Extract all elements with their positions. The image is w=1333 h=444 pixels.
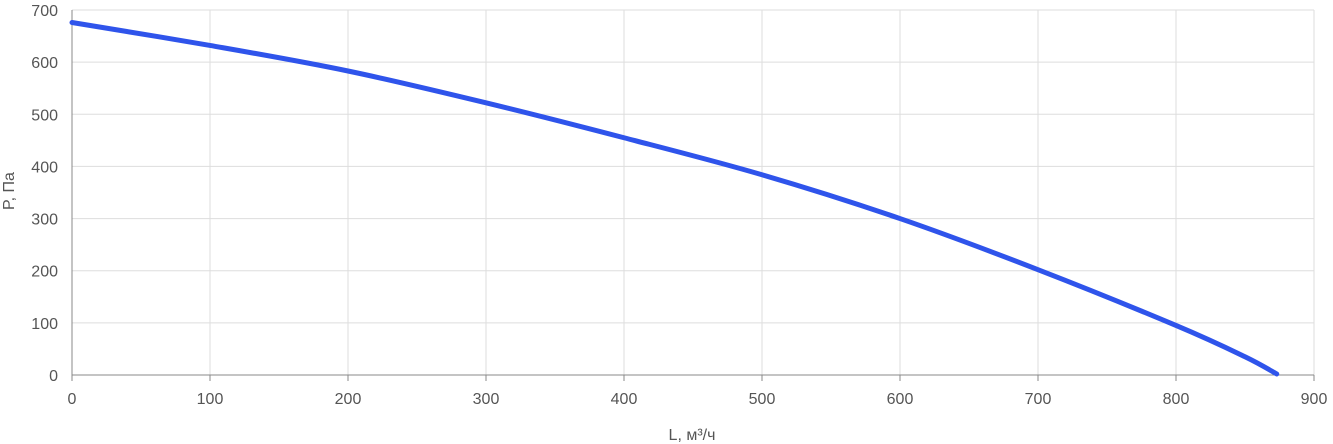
x-tick-label: 700	[1025, 391, 1052, 408]
y-tick-label: 100	[31, 316, 58, 333]
series-layer	[69, 20, 1280, 377]
x-tick-label: 400	[611, 391, 638, 408]
x-tick-label: 800	[1163, 391, 1190, 408]
y-tick-label: 200	[31, 264, 58, 281]
y-axis-title: P, Па	[1, 172, 18, 210]
grid	[71, 9, 1315, 376]
x-tick-label: 900	[1301, 391, 1328, 408]
y-tick-label: 700	[31, 3, 58, 20]
axes	[71, 10, 1315, 381]
series-line	[69, 20, 1280, 377]
y-tick-label: 0	[49, 368, 58, 385]
x-tick-label: 500	[749, 391, 776, 408]
x-tick-label: 100	[197, 391, 224, 408]
x-tick-label: 300	[473, 391, 500, 408]
y-tick-label: 400	[31, 159, 58, 176]
x-tick-label: 0	[68, 391, 77, 408]
x-tick-label: 200	[335, 391, 362, 408]
y-tick-label: 300	[31, 212, 58, 229]
x-tick-label: 600	[887, 391, 914, 408]
y-tick-label: 500	[31, 107, 58, 124]
tick-labels: 0 100 200 300 400 500 600 700 800 900 0 100 200 300 40…	[31, 3, 1327, 408]
y-tick-label: 600	[31, 55, 58, 72]
x-axis-title: L, м³/ч	[669, 427, 716, 444]
